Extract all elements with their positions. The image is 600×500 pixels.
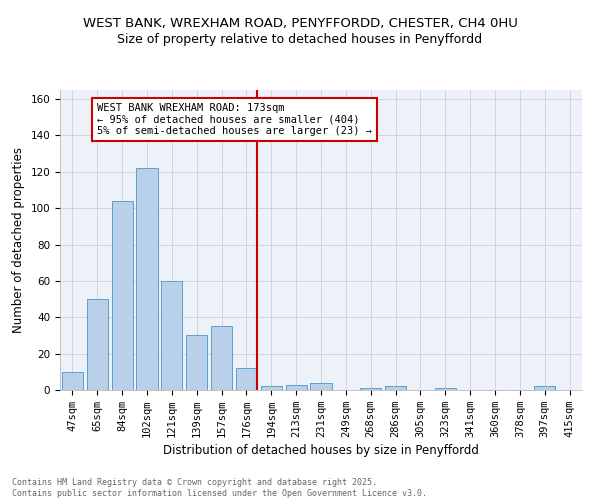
Bar [385, 386, 406, 390]
Y-axis label: Number of detached properties: Number of detached properties [12, 147, 25, 333]
Bar [186, 336, 207, 390]
Text: WEST BANK, WREXHAM ROAD, PENYFFORDD, CHESTER, CH4 0HU: WEST BANK, WREXHAM ROAD, PENYFFORDD, CHE… [83, 18, 517, 30]
Bar [62, 372, 83, 390]
Bar [161, 281, 182, 390]
Bar [87, 299, 108, 390]
Bar [211, 326, 232, 390]
X-axis label: Distribution of detached houses by size in Penyffordd: Distribution of detached houses by size … [163, 444, 479, 457]
Bar [112, 201, 133, 390]
Bar [360, 388, 381, 390]
Text: WEST BANK WREXHAM ROAD: 173sqm
← 95% of detached houses are smaller (404)
5% of : WEST BANK WREXHAM ROAD: 173sqm ← 95% of … [97, 102, 372, 136]
Bar [310, 382, 332, 390]
Bar [261, 386, 282, 390]
Bar [136, 168, 158, 390]
Bar [236, 368, 257, 390]
Text: Size of property relative to detached houses in Penyffordd: Size of property relative to detached ho… [118, 32, 482, 46]
Bar [534, 386, 555, 390]
Text: Contains HM Land Registry data © Crown copyright and database right 2025.
Contai: Contains HM Land Registry data © Crown c… [12, 478, 427, 498]
Bar [286, 384, 307, 390]
Bar [435, 388, 456, 390]
